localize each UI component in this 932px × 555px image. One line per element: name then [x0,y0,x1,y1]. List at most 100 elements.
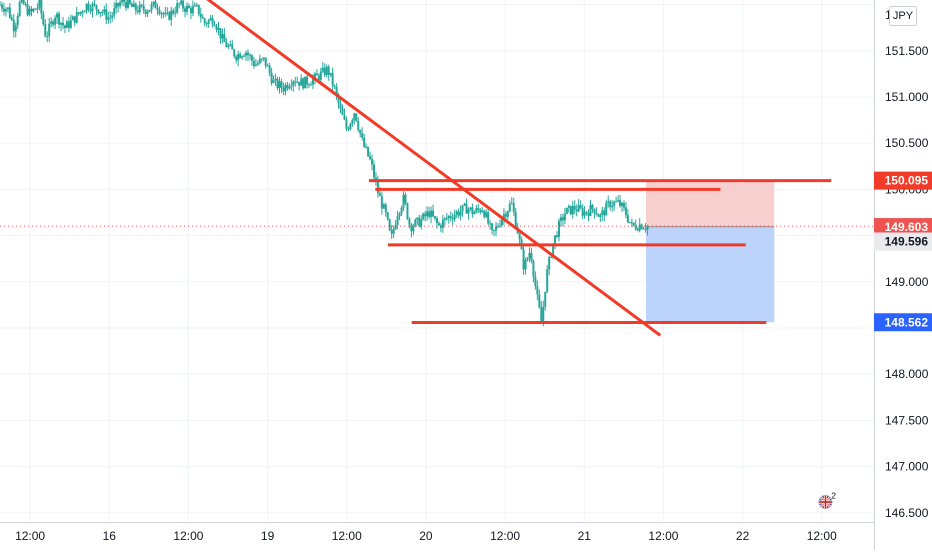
candle-body [432,210,435,217]
candle-body [540,307,543,323]
candle-body [607,201,610,203]
candle-body [593,208,596,214]
candle-body [394,224,397,230]
candle-body [583,211,586,216]
candle-body [195,4,198,6]
time-tick-label: 12:00 [490,529,520,543]
uk-flag-icon[interactable]: 2 [818,492,838,512]
candle-body [416,217,419,220]
candle-body [170,10,173,20]
candle-body [471,207,474,215]
flag-count: 2 [831,492,836,501]
candle-body [40,0,43,14]
candle-body [235,56,238,61]
candle-body [91,3,94,12]
time-tick-label: 19 [261,529,275,543]
take-profit-zone [646,226,775,323]
candle-body [10,17,13,20]
candle-body [233,49,236,57]
candle-body [335,86,338,95]
candle-body [609,201,612,208]
candle-body [319,71,322,80]
candle-body [386,212,389,220]
candle-body [611,205,614,208]
position-zone-layer [0,180,874,323]
candle-body [408,218,411,225]
candle-body [199,14,202,18]
candle-body [146,11,149,14]
time-axis-panel [0,522,874,550]
candle-body [288,86,291,89]
price-tick-label: 147.500 [885,413,929,427]
candle-body [422,213,425,220]
candle-body [603,210,606,216]
candle-body [197,4,200,15]
candle-body [6,7,9,10]
candle-body [178,3,181,5]
candle-body [601,210,604,215]
candle-body [605,202,608,216]
candle-body [390,230,393,234]
candle-body [406,203,409,219]
candle-body [457,211,460,216]
candle-body [306,76,309,85]
candle-body [75,12,78,23]
candle-body [89,9,92,12]
candle-body [20,0,23,3]
candle-body [211,18,214,25]
candle-body [160,13,163,15]
candle-body [428,211,431,217]
price-tick-label: 151.000 [885,90,929,104]
candle-body [404,194,407,204]
candle-body [256,63,259,65]
price-axis-panel [874,0,932,550]
candle-body [410,224,413,232]
candle-body [345,119,348,129]
candle-body [441,219,444,229]
candle-body [203,18,206,24]
candle-body [485,212,488,217]
candle-body [300,78,303,86]
candle-body [626,215,629,222]
candle-body [117,3,120,7]
candle-body [398,213,401,217]
candle-body [453,214,456,220]
candle-body [30,8,33,12]
candle-body [237,53,240,61]
candle-body [573,205,576,210]
candle-body [93,3,96,5]
candle-body [483,210,486,217]
candle-body [16,15,19,26]
candle-body [323,67,326,76]
candle-body [554,235,557,244]
candle-body [382,204,385,209]
candle-body [558,220,561,237]
entry-price-tag-label: 149.596 [885,235,929,249]
candle-body [475,208,478,213]
price-tick-label: 150.500 [885,136,929,150]
candle-body [337,94,340,104]
candle-body [339,103,342,109]
candle-body [343,114,346,120]
candle-body [276,78,279,88]
candle-body [274,78,277,81]
candle-body [243,55,246,57]
candle-body [357,120,360,130]
candle-body [575,209,578,212]
candle-body [105,9,108,20]
candle-body [479,209,482,213]
candle-body [148,9,151,12]
candle-body [254,64,257,66]
candle-body [73,16,76,23]
time-tick-label: 12:00 [15,529,45,543]
candle-body [119,2,122,7]
currency-badge[interactable]: JPY [889,6,917,26]
candle-body [56,13,59,18]
candle-body [309,84,312,86]
candle-body [213,24,216,26]
candle-body [589,204,592,216]
candle-body [187,5,190,9]
